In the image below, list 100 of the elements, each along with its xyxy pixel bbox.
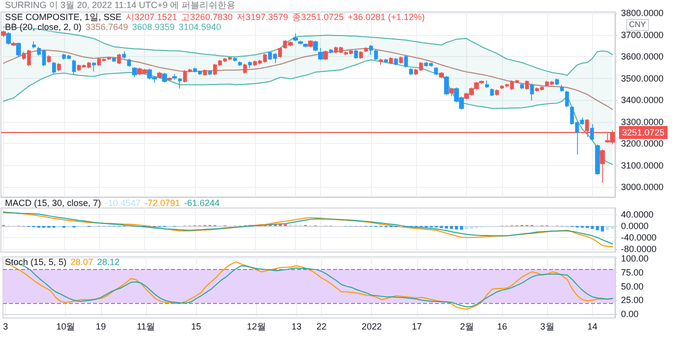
x-tick-label: 15 <box>191 322 202 332</box>
x-tick-label: 16 <box>497 322 508 332</box>
candlestick <box>560 84 564 92</box>
candlestick <box>16 42 21 58</box>
annotation: 저3197.3579 <box>236 12 288 22</box>
candlestick <box>600 149 605 184</box>
x-tick-label: 14 <box>587 322 598 332</box>
x-tick-label: 12월 <box>246 322 266 332</box>
y-axis-title: CNY <box>626 19 649 31</box>
annotation: 3356.7649 <box>86 22 128 32</box>
y-tick-label: 0.0000 <box>621 220 649 231</box>
candlestick <box>318 48 323 60</box>
annotation: 시3207.1521 <box>126 12 178 22</box>
text: -61.6244 <box>184 198 220 208</box>
chart-title: SURRING 이 3월 20, 2022 11:14 UTC+9 에 퍼블리쉬한용 <box>5 0 236 10</box>
x-tick-label: 19 <box>96 322 106 332</box>
candlestick <box>379 58 383 66</box>
y-tick-label: 3100.0000 <box>621 160 664 170</box>
candlestick <box>495 89 499 96</box>
chart-title: MACD (15, 30, close, 7) <box>5 198 102 208</box>
candlestick <box>384 58 388 64</box>
candlestick <box>323 50 328 60</box>
line-series <box>3 48 613 110</box>
ref-line-label: 3251.0725 <box>622 128 665 138</box>
candlestick <box>520 83 524 90</box>
x-tick-label: 17 <box>412 322 422 332</box>
candlestick <box>449 87 454 97</box>
candlestick <box>57 62 61 72</box>
candlestick <box>6 32 11 46</box>
candlestick <box>203 69 207 76</box>
y-tick-label: 3300.0000 <box>621 116 664 127</box>
y-tick-label: 50.00 <box>621 281 644 292</box>
x-tick-label: 10월 <box>56 322 76 332</box>
y-tick-label: 3000.0000 <box>621 182 664 192</box>
y-tick-label: 3700.0000 <box>621 30 664 40</box>
candlestick <box>394 58 398 66</box>
line-series <box>3 59 613 165</box>
candlestick <box>490 88 494 97</box>
candlestick <box>72 59 76 76</box>
y-tick-label: 3400.0000 <box>621 95 664 106</box>
candlestick <box>364 46 368 52</box>
y-tick-label: 0.00 <box>621 309 639 320</box>
text: -72.0791 <box>144 198 180 208</box>
candlestick <box>485 80 489 88</box>
candlestick <box>278 46 282 58</box>
candlestick <box>243 63 247 74</box>
candlestick <box>1 30 6 38</box>
candlestick <box>359 50 363 60</box>
candlestick <box>298 40 303 45</box>
candlestick <box>329 48 333 54</box>
candlestick <box>444 76 449 96</box>
candlestick <box>122 50 126 59</box>
candlestick <box>127 58 131 68</box>
y-tick-label: 100.00 <box>621 254 649 264</box>
chart-subtitle: SSE COMPOSITE, 1일, SSE <box>5 12 122 22</box>
candlestick <box>303 42 308 48</box>
candlestick <box>238 61 242 66</box>
annotation: 28.12 <box>97 257 120 267</box>
candlestick <box>233 56 237 62</box>
candlestick <box>293 33 298 42</box>
candlestick <box>32 40 36 49</box>
candlestick <box>52 61 56 74</box>
candlestick <box>47 54 51 64</box>
candlestick <box>530 83 534 101</box>
candlestick <box>399 56 403 64</box>
candlestick <box>404 55 408 68</box>
annotation: 고3260.7830 <box>181 12 233 22</box>
candlestick <box>11 41 16 47</box>
candlestick <box>555 78 559 86</box>
annotation: 3104.5940 <box>178 22 222 32</box>
text: -10.4547 <box>105 198 141 208</box>
x-tick-label: 3월 <box>540 322 554 332</box>
y-tick-label: 3200.0000 <box>621 138 664 149</box>
candlestick <box>132 66 137 78</box>
x-tick-label: 11월 <box>136 322 156 332</box>
candlestick <box>389 56 393 65</box>
annotation: 3608.9359 <box>132 22 175 32</box>
candlestick <box>117 53 121 65</box>
annotation: 종3251.0725 <box>292 12 344 22</box>
candlestick <box>208 70 212 76</box>
candlestick <box>157 71 162 79</box>
annotation: 28.07 <box>70 257 94 267</box>
y-tick-label: 3600.0000 <box>621 52 664 62</box>
x-tick-label: 2월 <box>460 322 474 332</box>
candlestick <box>308 40 313 48</box>
candlestick <box>409 68 413 76</box>
candlestick <box>178 78 182 90</box>
x-tick-label: 13 <box>291 322 302 332</box>
y-tick-label: 75.00 <box>621 267 644 278</box>
y-tick-label: -80.0000 <box>621 244 657 254</box>
y-tick-label: 3800.0000 <box>621 8 664 18</box>
candlestick <box>167 76 172 81</box>
y-tick-label: 25.00 <box>621 295 644 306</box>
y-tick-label: 40.0000 <box>621 209 654 220</box>
x-tick-label: 2022 <box>362 322 382 332</box>
candlestick <box>248 61 252 69</box>
candlestick <box>172 74 177 80</box>
candlestick <box>313 40 318 52</box>
y-tick-label: -40.0000 <box>621 232 657 243</box>
y-tick-label: 3500.0000 <box>621 73 664 84</box>
